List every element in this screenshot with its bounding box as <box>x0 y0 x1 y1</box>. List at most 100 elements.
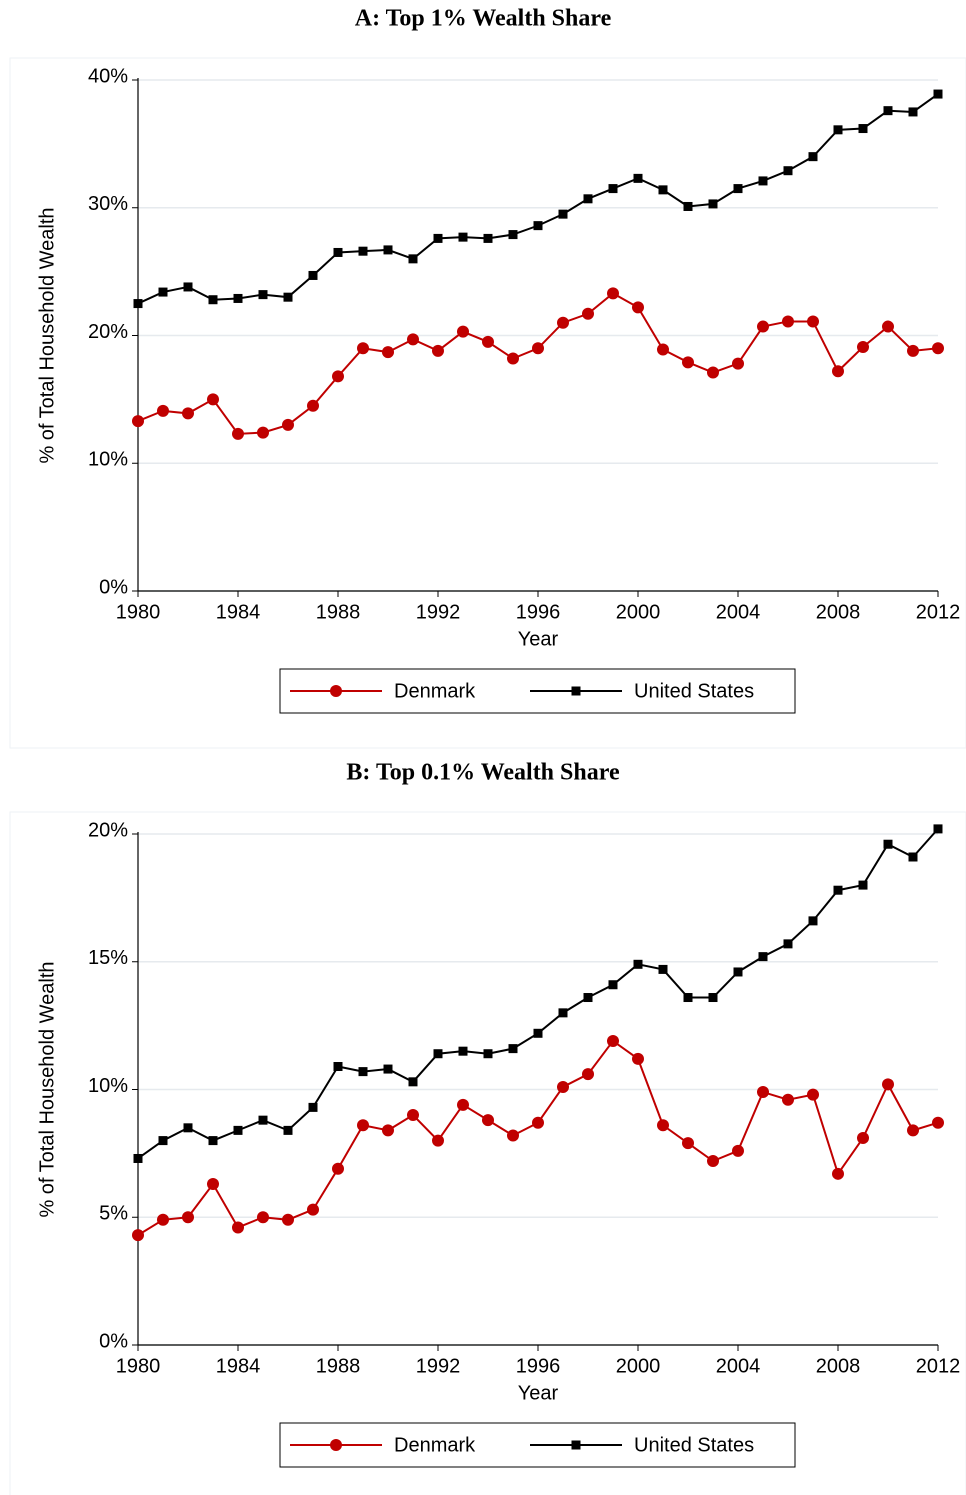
x-tick-label: 2012 <box>916 601 961 623</box>
marker <box>857 1132 869 1145</box>
marker <box>858 124 868 134</box>
marker <box>432 1134 444 1147</box>
marker <box>932 342 944 355</box>
plot-region-border <box>9 811 966 1495</box>
marker <box>507 1129 519 1142</box>
marker <box>758 952 768 962</box>
marker <box>308 270 318 280</box>
marker <box>382 346 394 359</box>
marker <box>707 1155 719 1168</box>
marker <box>482 335 494 348</box>
marker <box>658 964 668 974</box>
x-tick-label: 2000 <box>616 601 661 623</box>
x-axis-label: Year <box>518 1382 559 1404</box>
marker <box>582 1068 594 1081</box>
marker <box>532 1116 544 1129</box>
marker <box>583 993 593 1003</box>
x-tick-label: 2004 <box>716 1355 761 1377</box>
marker <box>308 1102 318 1112</box>
marker <box>757 320 769 333</box>
legend-label: United States <box>634 1434 754 1456</box>
marker <box>533 221 543 231</box>
marker <box>208 295 218 305</box>
x-tick-label: 1992 <box>416 601 461 623</box>
marker <box>257 426 269 439</box>
marker <box>132 415 144 428</box>
marker <box>532 342 544 355</box>
marker <box>632 1052 644 1065</box>
marker <box>307 1203 319 1216</box>
marker <box>483 233 493 243</box>
marker <box>733 184 743 194</box>
marker <box>708 199 718 209</box>
marker <box>633 959 643 969</box>
marker <box>583 194 593 204</box>
chart-title: A: Top 1% Wealth Share <box>355 6 612 32</box>
marker <box>908 852 918 862</box>
marker <box>807 1088 819 1101</box>
marker <box>357 342 369 355</box>
marker <box>407 333 419 346</box>
marker <box>933 824 943 834</box>
marker <box>882 320 894 333</box>
marker <box>632 301 644 314</box>
marker <box>683 201 693 211</box>
x-tick-label: 1980 <box>116 1355 161 1377</box>
marker <box>408 254 418 264</box>
x-tick-label: 2000 <box>616 1355 661 1377</box>
marker <box>433 1049 443 1059</box>
x-tick-label: 1992 <box>416 1355 461 1377</box>
marker <box>307 399 319 412</box>
y-tick-label: 10% <box>88 449 128 471</box>
marker <box>382 1124 394 1137</box>
legend-label: Denmark <box>394 680 476 702</box>
marker <box>133 299 143 309</box>
marker <box>558 209 568 219</box>
y-tick-label: 40% <box>88 65 128 87</box>
marker <box>183 1123 193 1133</box>
legend-label: United States <box>634 680 754 702</box>
series-line <box>137 93 939 305</box>
marker <box>832 365 844 378</box>
marker <box>582 307 594 320</box>
x-tick-label: 2012 <box>916 1355 961 1377</box>
marker <box>508 1044 518 1054</box>
marker <box>282 1213 294 1226</box>
marker <box>232 427 244 440</box>
marker <box>757 1086 769 1099</box>
marker <box>330 685 342 697</box>
marker <box>458 1046 468 1056</box>
marker <box>332 370 344 383</box>
marker <box>283 1125 293 1135</box>
marker <box>207 1178 219 1191</box>
marker <box>571 1440 581 1450</box>
panel: B: Top 0.1% Wealth Share 0% 5% 10% 15% 20% 198… <box>9 760 966 1495</box>
marker <box>607 1034 619 1047</box>
y-tick-label: 20% <box>88 321 128 343</box>
marker <box>157 1213 169 1226</box>
marker <box>857 340 869 353</box>
marker <box>558 1008 568 1018</box>
marker <box>457 325 469 338</box>
marker <box>132 1229 144 1242</box>
x-tick-label: 2008 <box>816 1355 861 1377</box>
marker <box>608 184 618 194</box>
marker <box>808 916 818 926</box>
marker <box>330 1439 342 1451</box>
marker <box>407 1109 419 1122</box>
marker <box>258 290 268 300</box>
x-tick-label: 2008 <box>816 601 861 623</box>
marker <box>933 89 943 99</box>
y-axis-label: % of Total Household Wealth <box>36 207 58 463</box>
x-tick-label: 2004 <box>716 601 761 623</box>
marker <box>232 1221 244 1234</box>
marker <box>907 344 919 357</box>
x-tick-label: 1984 <box>216 1355 261 1377</box>
marker <box>258 1115 268 1125</box>
marker <box>282 418 294 431</box>
y-tick-label: 0% <box>99 1330 128 1352</box>
plot-region-border <box>9 57 966 749</box>
marker <box>882 1078 894 1091</box>
x-tick-label: 1988 <box>316 1355 361 1377</box>
